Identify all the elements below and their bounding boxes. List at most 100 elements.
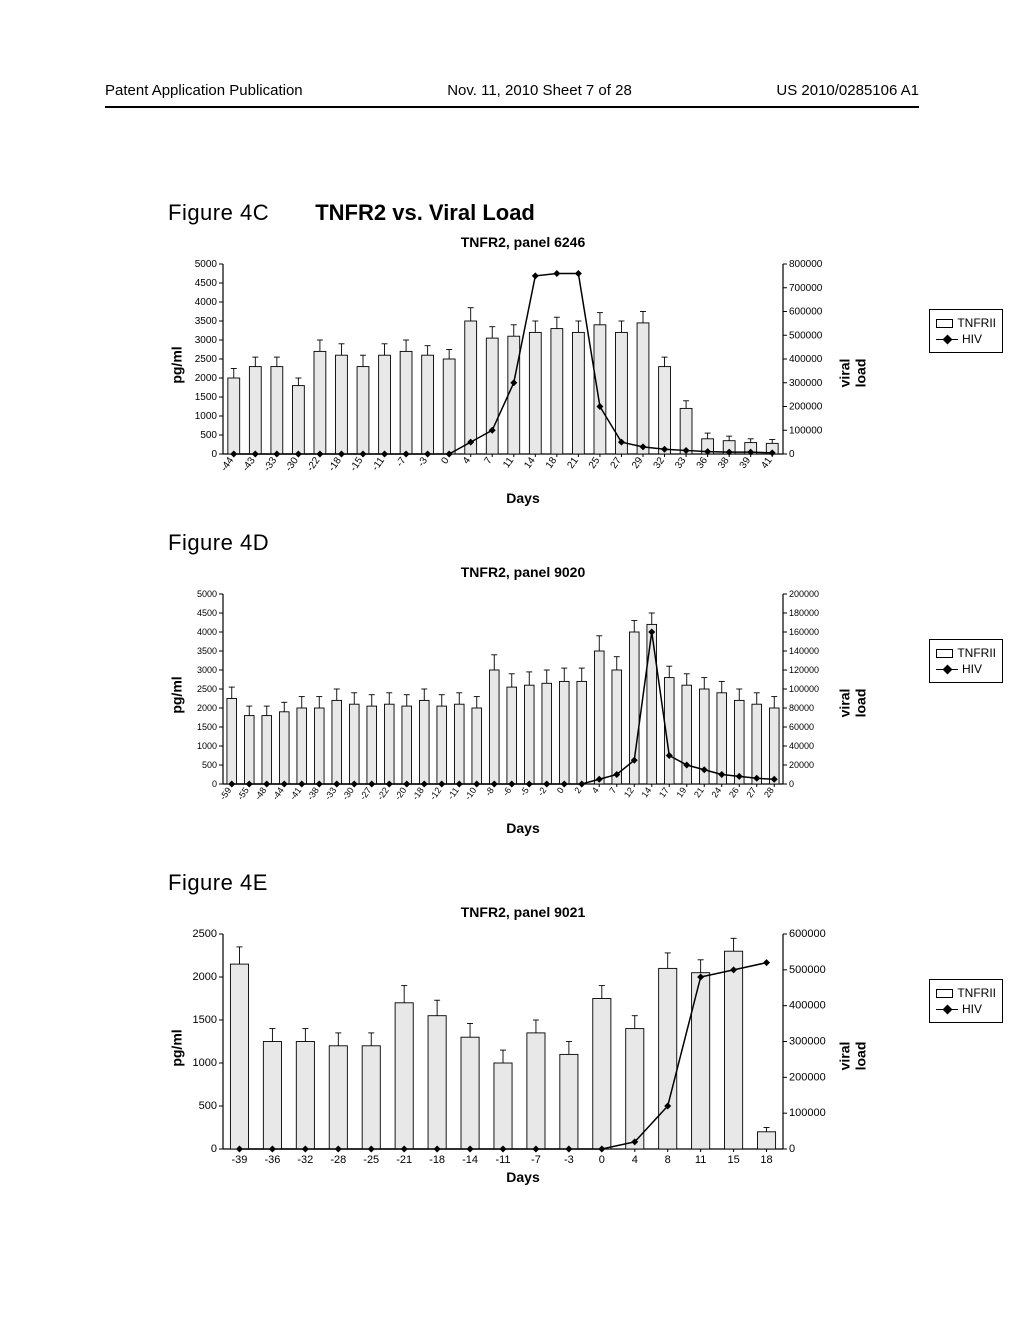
svg-text:-15: -15: [348, 455, 366, 474]
svg-text:-14: -14: [462, 1154, 478, 1166]
svg-text:1500: 1500: [193, 1014, 217, 1026]
svg-text:-20: -20: [393, 785, 409, 801]
svg-text:500000: 500000: [789, 330, 823, 341]
svg-text:1500: 1500: [197, 722, 217, 732]
svg-text:500: 500: [199, 1100, 217, 1112]
svg-text:18: 18: [544, 455, 560, 471]
svg-text:0: 0: [789, 449, 795, 460]
svg-text:7: 7: [482, 455, 494, 466]
figure-label-4e: Figure 4E: [168, 870, 853, 896]
svg-text:-11: -11: [370, 455, 387, 473]
svg-text:5000: 5000: [195, 259, 218, 270]
svg-text:11: 11: [695, 1154, 706, 1166]
legend-4e: TNFRII HIV: [929, 979, 1003, 1023]
svg-text:0: 0: [599, 1154, 605, 1166]
legend-line-label: HIV: [962, 662, 982, 676]
svg-text:-38: -38: [305, 785, 321, 801]
svg-text:39: 39: [738, 455, 754, 471]
svg-text:-22: -22: [305, 455, 323, 474]
svg-text:160000: 160000: [789, 627, 819, 637]
svg-text:-44: -44: [219, 455, 237, 474]
svg-text:28: 28: [762, 785, 776, 799]
svg-text:-7: -7: [394, 455, 408, 469]
svg-text:700000: 700000: [789, 283, 823, 294]
svg-text:3500: 3500: [195, 316, 218, 327]
legend-line-label: HIV: [962, 332, 982, 346]
svg-text:140000: 140000: [789, 646, 819, 656]
svg-text:33: 33: [673, 455, 689, 471]
svg-text:-44: -44: [270, 785, 286, 801]
svg-text:4500: 4500: [195, 278, 218, 289]
svg-text:11: 11: [501, 455, 516, 470]
svg-text:-48: -48: [253, 785, 269, 801]
svg-text:-18: -18: [327, 455, 345, 474]
svg-text:-36: -36: [264, 1154, 280, 1166]
svg-text:3500: 3500: [197, 646, 217, 656]
svg-text:40000: 40000: [789, 741, 814, 751]
svg-text:21: 21: [565, 455, 581, 471]
svg-text:12: 12: [622, 785, 636, 799]
chart-svg-4c: 0500100015002000250030003500400045005000…: [168, 256, 853, 490]
svg-text:300000: 300000: [789, 378, 823, 389]
svg-text:-32: -32: [297, 1154, 313, 1166]
svg-text:200000: 200000: [789, 402, 823, 413]
svg-text:-10: -10: [463, 785, 479, 801]
svg-text:180000: 180000: [789, 608, 819, 618]
x-label-4e: Days: [243, 1169, 803, 1185]
svg-text:1000: 1000: [195, 411, 218, 422]
y1-label-4c: pg/ml: [169, 346, 185, 383]
svg-text:100000: 100000: [789, 1107, 826, 1119]
legend-bar-label: TNFRII: [957, 316, 996, 330]
svg-text:-59: -59: [218, 785, 234, 801]
svg-text:2500: 2500: [197, 684, 217, 694]
svg-text:0: 0: [211, 1143, 217, 1155]
y2-label-4e: viral load: [836, 1041, 868, 1070]
svg-text:4500: 4500: [197, 608, 217, 618]
svg-text:-39: -39: [232, 1154, 248, 1166]
svg-text:-3: -3: [564, 1154, 574, 1166]
svg-text:27: 27: [609, 455, 625, 471]
x-label-4d: Days: [243, 820, 803, 836]
svg-text:2500: 2500: [193, 928, 217, 940]
svg-text:-2: -2: [536, 785, 549, 797]
svg-text:600000: 600000: [789, 307, 823, 318]
legend-bar-icon: [936, 319, 953, 328]
svg-text:21: 21: [692, 785, 706, 799]
svg-text:3000: 3000: [197, 665, 217, 675]
chart-title-4d: TNFR2, panel 9020: [243, 564, 803, 580]
legend-bar-label: TNFRII: [957, 646, 996, 660]
chart-svg-4e: 0500100015002000250001000002000003000004…: [168, 926, 853, 1169]
svg-text:300000: 300000: [789, 1036, 826, 1048]
svg-text:-30: -30: [284, 455, 302, 474]
svg-text:4: 4: [632, 1154, 638, 1166]
svg-text:-28: -28: [330, 1154, 346, 1166]
figure-label-4d: Figure 4D: [168, 530, 853, 556]
svg-text:600000: 600000: [789, 928, 826, 940]
svg-text:41: 41: [759, 455, 775, 471]
svg-text:8: 8: [665, 1154, 671, 1166]
svg-text:-8: -8: [483, 785, 496, 797]
svg-text:-11: -11: [446, 785, 461, 801]
header-center: Nov. 11, 2010 Sheet 7 of 28: [447, 82, 632, 99]
chart-title-4e: TNFR2, panel 9021: [243, 904, 803, 920]
svg-text:100000: 100000: [789, 425, 823, 436]
legend-line-icon: [936, 669, 958, 670]
svg-text:29: 29: [630, 455, 646, 471]
figure-4e: Figure 4E TNFR2, panel 9021 050010001500…: [168, 870, 853, 1185]
svg-text:2000: 2000: [197, 703, 217, 713]
svg-text:0: 0: [212, 779, 217, 789]
svg-text:200000: 200000: [789, 1071, 826, 1083]
svg-text:4000: 4000: [195, 297, 218, 308]
svg-text:500: 500: [202, 760, 217, 770]
svg-text:-5: -5: [518, 785, 531, 797]
svg-text:400000: 400000: [789, 354, 823, 365]
svg-text:120000: 120000: [789, 665, 819, 675]
legend-row-bar: TNFRII: [936, 316, 996, 330]
svg-text:-33: -33: [262, 455, 280, 474]
header-right: US 2010/0285106 A1: [776, 82, 919, 99]
svg-text:-55: -55: [235, 785, 251, 801]
svg-text:-3: -3: [416, 455, 430, 469]
svg-text:200000: 200000: [789, 589, 819, 599]
svg-text:400000: 400000: [789, 1000, 826, 1012]
page-title: TNFR2 vs. Viral Load: [315, 200, 535, 225]
